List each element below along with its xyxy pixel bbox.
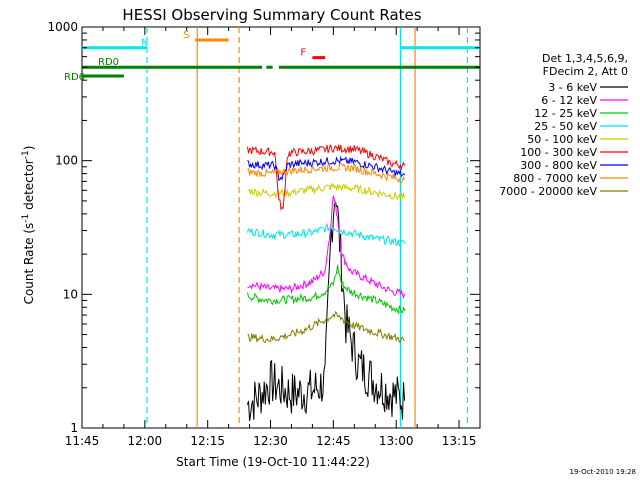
x-tick-label-3: 12:30 <box>253 434 288 448</box>
y-tick-label-2: 100 <box>55 154 78 168</box>
legend: Det 1,3,4,5,6,9,FDecim 2, Att 0 3 - 6 keV… <box>499 52 628 198</box>
legend-label-0: 3 - 6 keV <box>548 81 597 94</box>
footer-timestamp: 19-Oct-2010 19:28 <box>570 468 636 476</box>
legend-header-0: Det 1,3,4,5,6,9, <box>542 52 628 65</box>
legend-label-8: 7000 - 20000 keV <box>499 185 597 198</box>
legend-label-2: 12 - 25 keV <box>534 107 597 120</box>
series-line-3 <box>247 222 406 247</box>
legend-label-3: 25 - 50 keV <box>534 120 597 133</box>
series-line-0 <box>247 201 406 422</box>
series-line-5 <box>247 143 406 211</box>
marker-label-rd6: RD6 <box>64 72 85 83</box>
legend-label-5: 100 - 300 keV <box>520 146 597 159</box>
y-tick-label-3: 1000 <box>47 20 78 34</box>
y-axis-label: Count Rate (s-1 detector-1) <box>21 146 36 305</box>
marker-lines <box>146 27 469 428</box>
x-tick-label-0: 11:45 <box>65 434 100 448</box>
instrument-markers: N S RD0 RD6 F <box>64 30 480 83</box>
marker-label-n: N <box>141 38 148 49</box>
series-line-4 <box>247 182 406 201</box>
series-line-8 <box>247 310 405 343</box>
marker-label-s: S <box>183 30 189 41</box>
y-tick-label-1: 10 <box>63 287 78 301</box>
series-line-1 <box>247 195 406 299</box>
x-tick-label-1: 12:00 <box>128 434 163 448</box>
x-tick-label-6: 13:15 <box>442 434 477 448</box>
chart-title: HESSI Observing Summary Count Rates <box>122 6 421 24</box>
series-line-7 <box>247 163 406 184</box>
marker-label-f: F <box>300 48 306 59</box>
series-lines <box>247 143 406 422</box>
x-tick-label-5: 13:00 <box>379 434 414 448</box>
x-tick-label-4: 12:45 <box>316 434 351 448</box>
plot-frame <box>81 26 481 429</box>
series-line-6 <box>247 155 405 182</box>
x-axis-ticks: 11:45 12:00 12:15 12:30 12:45 13:00 13:15 <box>65 27 481 448</box>
series-line-2 <box>247 264 406 315</box>
legend-label-6: 300 - 800 keV <box>520 159 597 172</box>
x-axis-label: Start Time (19-Oct-10 11:44:22) <box>176 455 370 469</box>
y-tick-label-0: 1 <box>70 421 78 435</box>
legend-label-1: 6 - 12 keV <box>541 94 597 107</box>
legend-header-1: FDecim 2, Att 0 <box>543 65 628 78</box>
marker-label-rd0: RD0 <box>98 57 119 68</box>
x-tick-label-2: 12:15 <box>190 434 225 448</box>
y-axis-ticks: 1 10 100 1000 <box>47 20 480 435</box>
legend-label-4: 50 - 100 keV <box>527 133 597 146</box>
legend-label-7: 800 - 7000 keV <box>513 172 597 185</box>
